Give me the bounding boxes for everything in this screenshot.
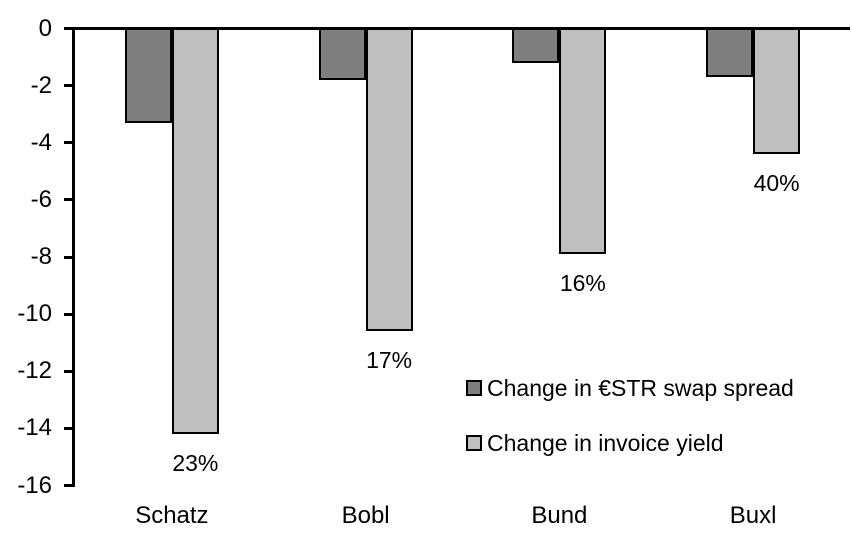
bar-swap-spread-schatz: [124, 27, 172, 123]
legend-label: Change in invoice yield: [487, 430, 724, 456]
y-axis-tick: [64, 312, 75, 316]
y-axis-tick: [64, 426, 75, 430]
bar-value-label-buxl: 40%: [753, 170, 800, 197]
x-axis-zero-line: [72, 27, 850, 30]
y-axis-tick-label: 0: [38, 14, 52, 42]
y-axis-tick-label: -16: [17, 471, 52, 499]
legend-swatch-swap-spread: [466, 380, 482, 396]
bar-swap-spread-bobl: [318, 27, 366, 80]
bar-swap-spread-buxl: [706, 27, 754, 78]
y-axis-tick-label: -6: [30, 185, 52, 213]
legend-item-change-in-str-swap-spread: Change in €STR swap spread: [466, 375, 794, 401]
bar-invoice-yield-schatz: [171, 27, 219, 435]
x-axis-label-bund: Bund: [531, 502, 588, 529]
legend-swatch-invoice-yield: [466, 435, 482, 451]
x-axis-label-bobl: Bobl: [341, 502, 390, 529]
y-axis-tick-label: -4: [30, 128, 52, 156]
legend-item-change-in-invoice-yield: Change in invoice yield: [466, 430, 724, 456]
x-axis-label-schatz: Schatz: [135, 502, 209, 529]
y-axis-tick: [64, 84, 75, 88]
y-axis-tick: [64, 198, 75, 202]
bar-invoice-yield-bobl: [365, 27, 413, 332]
legend-label: Change in €STR swap spread: [487, 375, 794, 401]
bar-value-label-bobl: 17%: [366, 347, 413, 374]
y-axis-tick-label: -8: [30, 243, 52, 270]
y-axis-tick: [64, 255, 75, 259]
y-axis-tick-label: -2: [30, 71, 52, 99]
y-axis-tick-label: -12: [17, 357, 52, 385]
y-axis-tick: [64, 141, 75, 145]
bar-value-label-schatz: 23%: [172, 450, 219, 477]
bar-swap-spread-bund: [512, 27, 560, 63]
x-axis-label-buxl: Buxl: [729, 502, 777, 529]
y-axis-tick: [64, 484, 75, 487]
bar-value-label-bund: 16%: [559, 270, 606, 297]
y-axis-line: [72, 27, 75, 487]
y-axis-tick-label: -10: [17, 300, 52, 328]
y-axis-tick: [64, 27, 75, 30]
bar-invoice-yield-buxl: [753, 27, 801, 155]
y-axis-tick: [64, 369, 75, 373]
y-axis-tick-label: -14: [17, 414, 52, 442]
bar-invoice-yield-bund: [559, 27, 607, 255]
